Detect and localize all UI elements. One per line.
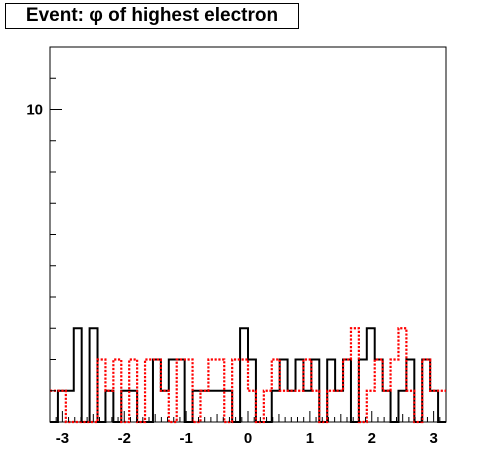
x-tick-label: -2 bbox=[118, 430, 131, 447]
axis-layer: -3 -2 -1 0 1 2 3 10 bbox=[26, 46, 447, 447]
x-tick-label: 0 bbox=[244, 430, 252, 447]
x-tick-label: 1 bbox=[306, 430, 314, 447]
x-tick-label: 2 bbox=[368, 430, 376, 447]
histogram-series-solid bbox=[50, 327, 446, 423]
x-tick-label: -3 bbox=[56, 430, 69, 447]
series-layer bbox=[50, 327, 446, 424]
y-tick-label: 10 bbox=[26, 102, 43, 119]
histogram-series-dotted bbox=[50, 327, 446, 424]
x-tick-label: -1 bbox=[179, 430, 192, 447]
chart-title: Event: φ of highest electron bbox=[5, 3, 299, 29]
x-tick-label: 3 bbox=[429, 430, 437, 447]
